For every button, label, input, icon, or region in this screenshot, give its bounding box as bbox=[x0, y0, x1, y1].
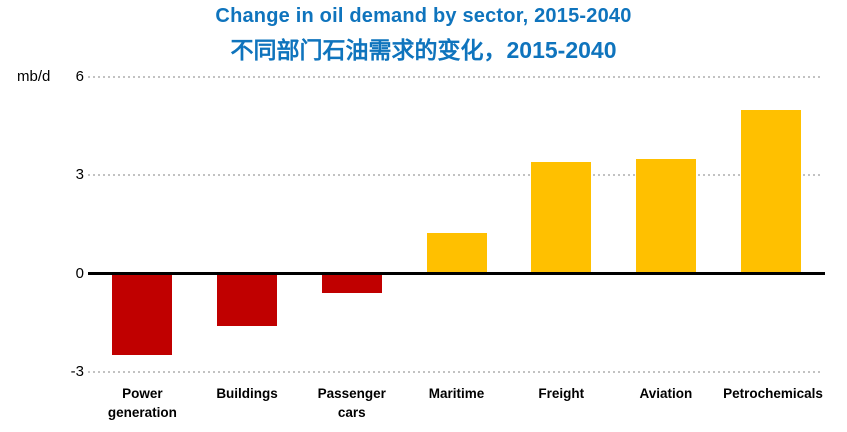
x-axis-label-power-generation: Power generation bbox=[107, 386, 177, 420]
x-axis-label-aviation: Aviation bbox=[639, 386, 693, 401]
gridline-y3 bbox=[88, 174, 823, 177]
bar-freight bbox=[531, 162, 592, 274]
x-axis-label-petrochemicals: Petrochemicals bbox=[723, 386, 823, 401]
chart-title: Change in oil demand by sector, 2015-204… bbox=[215, 5, 632, 27]
bar-petrochemicals bbox=[740, 110, 801, 274]
x-axis-label-maritime: Maritime bbox=[428, 386, 485, 401]
y-tick-label-0: 0 bbox=[75, 264, 84, 282]
x-axis-zero-line bbox=[88, 272, 825, 275]
bar-buildings bbox=[217, 273, 278, 326]
bar-maritime bbox=[426, 232, 487, 274]
gridline-y6 bbox=[88, 76, 823, 79]
x-axis-label-freight: Freight bbox=[538, 386, 585, 401]
bar-aviation bbox=[635, 159, 696, 274]
bar-power-generation bbox=[112, 273, 173, 356]
y-tick-label--3: -3 bbox=[70, 362, 84, 380]
x-axis-label-buildings: Buildings bbox=[216, 386, 278, 401]
y-tick-label-6: 6 bbox=[75, 68, 84, 86]
y-tick-label-3: 3 bbox=[75, 166, 84, 184]
x-axis-label-passenger-cars: Passenger cars bbox=[317, 386, 386, 420]
y-axis-unit-label: mb/d bbox=[17, 68, 51, 85]
bar-passenger-cars bbox=[321, 273, 382, 294]
chart-subtitle-chinese: 不同部门石油需求的变化，2015-2040 bbox=[230, 37, 617, 63]
gridline-y-3 bbox=[88, 370, 823, 373]
